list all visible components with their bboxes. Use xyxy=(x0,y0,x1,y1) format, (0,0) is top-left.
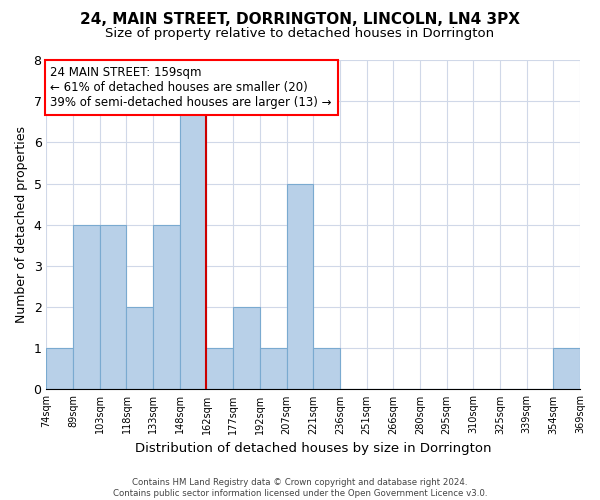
Text: 24, MAIN STREET, DORRINGTON, LINCOLN, LN4 3PX: 24, MAIN STREET, DORRINGTON, LINCOLN, LN… xyxy=(80,12,520,28)
Text: Contains HM Land Registry data © Crown copyright and database right 2024.
Contai: Contains HM Land Registry data © Crown c… xyxy=(113,478,487,498)
Bar xyxy=(260,348,287,390)
Bar xyxy=(180,101,206,390)
Bar xyxy=(73,224,100,390)
Text: Size of property relative to detached houses in Dorrington: Size of property relative to detached ho… xyxy=(106,28,494,40)
Text: 24 MAIN STREET: 159sqm
← 61% of detached houses are smaller (20)
39% of semi-det: 24 MAIN STREET: 159sqm ← 61% of detached… xyxy=(50,66,332,109)
Bar xyxy=(206,348,233,390)
Bar xyxy=(127,307,153,390)
Bar xyxy=(153,224,180,390)
Bar xyxy=(553,348,580,390)
Bar xyxy=(287,184,313,390)
Bar xyxy=(46,348,73,390)
X-axis label: Distribution of detached houses by size in Dorrington: Distribution of detached houses by size … xyxy=(135,442,491,455)
Bar xyxy=(313,348,340,390)
Bar xyxy=(233,307,260,390)
Y-axis label: Number of detached properties: Number of detached properties xyxy=(15,126,28,323)
Bar xyxy=(100,224,127,390)
